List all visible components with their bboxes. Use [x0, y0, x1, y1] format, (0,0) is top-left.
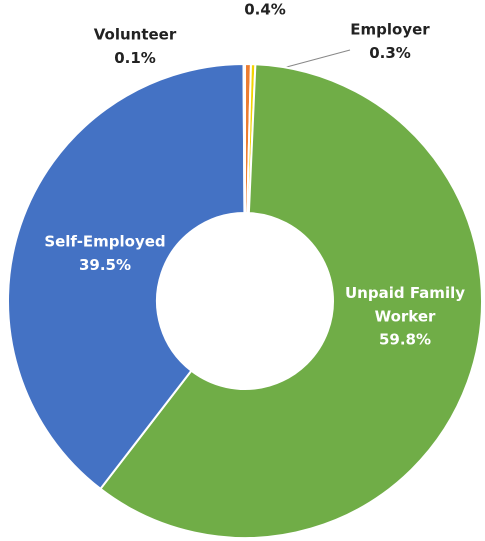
- slice-value-label: 0.1%: [114, 49, 156, 67]
- donut-slice: [242, 62, 246, 215]
- donut-slice: [7, 62, 246, 491]
- donut-slice: [99, 63, 483, 539]
- slice-label: Employer: [350, 21, 430, 39]
- slice-value-label: 59.8%: [379, 331, 431, 349]
- slice-label: Volunteer: [94, 26, 177, 44]
- slice-label: Unpaid Family Worker: [345, 284, 465, 326]
- slice-label: Self-Employed: [44, 233, 165, 251]
- slice-value-label: 0.4%: [244, 1, 286, 19]
- slice-value-label: 39.5%: [79, 256, 131, 274]
- slice-value-label: 0.3%: [369, 44, 411, 62]
